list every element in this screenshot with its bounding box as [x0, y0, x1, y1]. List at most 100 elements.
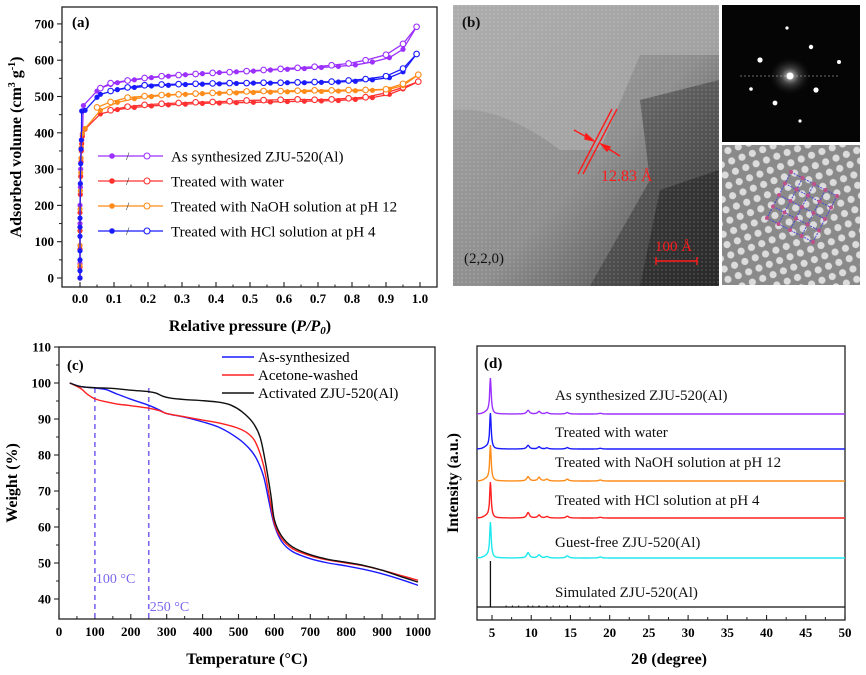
adsorption-point [77, 257, 83, 263]
lattice-node [789, 170, 793, 174]
desorption-point [294, 64, 301, 72]
legend-separator: / [126, 199, 130, 213]
adsorption-point [369, 77, 375, 83]
legend-open-marker [143, 227, 151, 235]
x-tick-label: 10 [525, 625, 538, 640]
panel-a-ticks: 0.0 0.1 0.2 0.3 0.4 0.5 0.6 0.7 0.8 0.9 1.0 0 100 200… [35, 16, 429, 306]
desorption-point [158, 81, 165, 88]
desorption-point [192, 98, 199, 106]
zone-axis-label: (2,2,0) [464, 251, 504, 267]
x-tick-label: 500 [229, 624, 249, 639]
desorption-point [345, 77, 352, 84]
lattice-node [823, 188, 828, 192]
x-tick-label: 0.2 [140, 291, 156, 306]
adsorption-point [284, 98, 290, 105]
panel-c-series [69, 382, 419, 586]
adsorption-point [335, 97, 341, 104]
adsorption-point [82, 107, 88, 113]
adsorption-point [148, 93, 154, 100]
pattern-line [477, 444, 845, 482]
desorption-point [362, 86, 369, 94]
desorption-point [382, 51, 390, 59]
desorption-point [93, 104, 101, 111]
legend-filled-marker [109, 178, 115, 184]
desorption-point [345, 86, 352, 94]
adsorption-point [318, 88, 324, 95]
adsorption-point [301, 80, 307, 86]
legend-item-treated-with-naoh-solution-at-ph-12: / Treated with NaOH solution at pH 12 [98, 199, 397, 216]
adsorption-point [199, 90, 205, 97]
desorption-point [226, 97, 233, 105]
desorption-point [141, 101, 148, 109]
desorption-point [243, 79, 250, 87]
series-treated-with-hcl-solution-at-ph-4 [77, 50, 420, 281]
adsorption-point [199, 100, 205, 106]
adsorption-point [284, 89, 290, 95]
adsorption-point [233, 80, 239, 87]
legend-filled-marker [109, 228, 115, 234]
xrd-pattern-guest-free-zju-520-al [477, 521, 845, 559]
adsorption-point [369, 59, 375, 65]
lattice-node [799, 234, 804, 238]
adsorption-point [78, 137, 84, 143]
panel-d-series-labels: As synthesized ZJU-520(Al) Treated with w… [555, 388, 781, 601]
y-tick-label: 40 [38, 592, 51, 607]
adsorption-point [352, 78, 358, 84]
adsorption-point [267, 89, 273, 95]
lattice-node [783, 181, 787, 186]
panel-c-frame [58, 346, 436, 620]
adsorption-point [165, 82, 171, 88]
legend-open-marker [143, 202, 151, 210]
desorption-point [399, 40, 407, 48]
legend-item-activated-zju-520-al: Activated ZJU-520(Al) [222, 386, 398, 402]
x-tick-label: 0.8 [344, 291, 361, 306]
panel-a-series [77, 23, 422, 281]
lattice-node [765, 216, 769, 220]
adsorption-point [267, 80, 273, 86]
y-tick-label: 80 [38, 448, 51, 463]
desorption-point [362, 75, 369, 83]
adsorption-point [233, 90, 239, 96]
adsorption-point [97, 91, 103, 97]
desorption-point [192, 90, 199, 97]
adsorption-point [352, 96, 358, 103]
fft-spot [757, 57, 763, 63]
lattice-node [835, 194, 839, 198]
desorption-point [124, 103, 131, 111]
adsorption-point [233, 100, 239, 106]
xrd-pattern-simulated-zju-520-al [477, 561, 845, 608]
panel-a-label: (a) [72, 15, 90, 31]
desorption-point [158, 72, 165, 80]
legend-label: As-synthesized [258, 350, 350, 366]
adsorption-point [131, 77, 137, 83]
desorption-point [226, 68, 233, 76]
lattice-node [777, 193, 781, 197]
panel-c-xlabel: Temperature (°C) [186, 651, 307, 668]
desorption-point [243, 67, 250, 75]
scale-bar [655, 257, 698, 265]
xrd-pattern-as-synthesized-zju-520-al [477, 377, 845, 415]
adsorption-point [80, 102, 86, 109]
adsorption-point [131, 84, 137, 91]
desorption-point [345, 94, 352, 102]
desorption-point [192, 70, 199, 78]
series-treated-with-water [77, 78, 422, 281]
legend-item-as-synthesized: As-synthesized [222, 350, 350, 366]
desorption-point [277, 79, 284, 87]
panel-c-tga: 0 100 200 300 400 500 600 700 800 900 1000 40 50 60 70… [4, 340, 436, 668]
series-label-simulated-zju-520-al: Simulated ZJU-520(Al) [555, 585, 698, 601]
adsorption-point [114, 106, 120, 113]
pattern-line [477, 521, 845, 559]
adsorption-point [148, 75, 154, 81]
desorption-point [141, 92, 148, 100]
panel-d-xrd: 5 10 15 20 25 30 35 40 45 50 (d) As synthesized Z… [445, 345, 852, 668]
adsorption-point [182, 72, 188, 78]
adsorption-point [199, 81, 205, 87]
adsorption-point [165, 92, 171, 98]
lattice-node [829, 205, 833, 210]
legend-label: Activated ZJU-520(Al) [258, 386, 398, 402]
lattice-node [794, 187, 799, 192]
legend-item-treated-with-hcl-solution-at-ph-4: / Treated with HCl solution at pH 4 [98, 224, 376, 241]
adsorption-point [199, 71, 205, 77]
adsorption-point [335, 63, 341, 69]
